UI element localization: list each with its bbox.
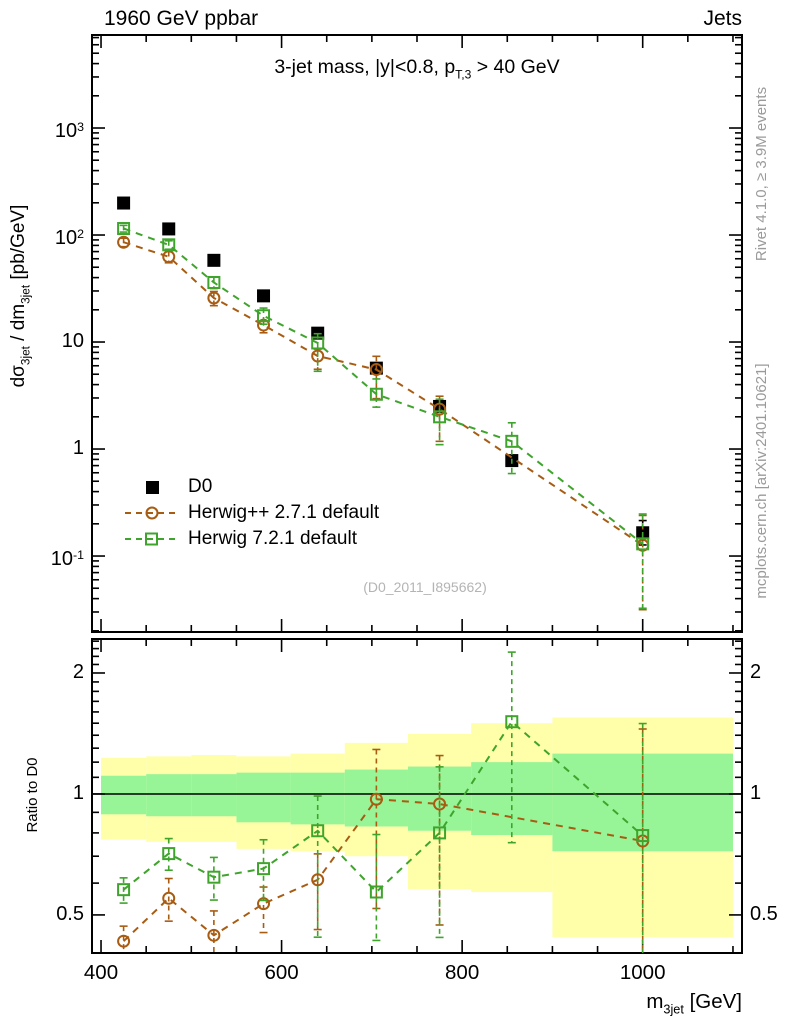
open-circle-dashed-marker-icon xyxy=(124,505,180,526)
analysis-id-watermark: (D0_2011_I895662) xyxy=(363,579,487,595)
filled-square-marker-icon xyxy=(124,479,180,500)
series-herwig-7-2-1-default xyxy=(117,651,650,953)
open-square-dashed-marker-icon xyxy=(124,531,180,552)
plot-title: 3-jet mass, |y|<0.8, pT,3 > 40 GeV xyxy=(274,56,560,82)
process-label: Jets xyxy=(703,7,742,30)
legend-label: Herwig++ 2.7.1 default xyxy=(188,502,380,523)
series-herwig-7-2-1-default xyxy=(117,222,650,610)
series-herwig-2-7-1-default xyxy=(117,235,650,611)
beam-energy-label: 1960 GeV ppbar xyxy=(104,7,259,30)
mcplots-reference-note: mcplots.cern.ch [arXiv:2401.10621] xyxy=(753,363,770,599)
rivet-version-note: Rivet 4.1.0, ≥ 3.9M events xyxy=(753,86,770,262)
legend-label: D0 xyxy=(188,476,213,497)
axis-ticks xyxy=(92,35,742,953)
y-axis-title-ratio: Ratio to D0 xyxy=(24,757,41,833)
x-axis-title: m3jet [GeV] xyxy=(646,990,742,1017)
y-axis-title-main: dσ3jet / dm3jet [pb/GeV] xyxy=(8,204,33,388)
legend-label: Herwig 7.2.1 default xyxy=(188,528,357,549)
